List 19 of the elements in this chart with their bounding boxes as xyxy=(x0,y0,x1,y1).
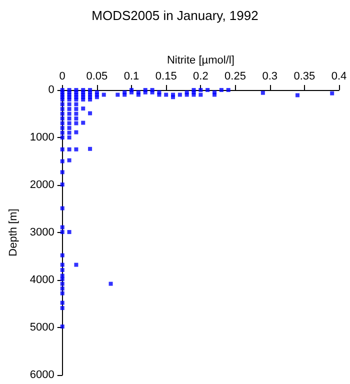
x-tick-label: 0.2 xyxy=(193,70,208,82)
chart-title: MODS2005 in January, 1992 xyxy=(92,8,258,23)
y-tick-label: 3000 xyxy=(30,226,54,238)
x-tick-label: 0.35 xyxy=(294,70,316,82)
x-tick-label: 0.25 xyxy=(224,70,246,82)
x-axis-title: Nitrite [µmol/l] xyxy=(166,54,234,66)
y-tick-label: 1000 xyxy=(30,132,54,144)
x-tick-label: 0.05 xyxy=(86,70,108,82)
y-axis-title: Depth [m] xyxy=(8,208,20,256)
y-tick-label: 2000 xyxy=(30,179,54,191)
y-tick-label: 5000 xyxy=(30,322,54,334)
y-tick-label: 4000 xyxy=(30,274,54,286)
y-tick-label: 0 xyxy=(48,84,54,96)
x-tick-label: 0.3 xyxy=(262,70,278,82)
x-tick-label: 0.4 xyxy=(331,70,347,82)
x-tick-label: 0.1 xyxy=(124,70,140,82)
x-tick-label: 0 xyxy=(59,70,66,82)
x-tick-label: 0.15 xyxy=(155,70,177,82)
y-tick-label: 6000 xyxy=(30,369,54,381)
